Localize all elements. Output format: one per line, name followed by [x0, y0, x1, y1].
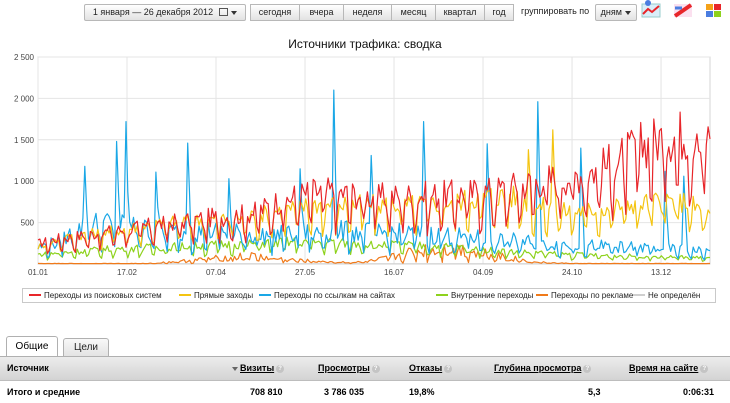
preset-today-button[interactable]: сегодня [250, 4, 300, 21]
preset-month-button[interactable]: месяц [391, 4, 436, 21]
legend-swatch [179, 293, 191, 296]
column-header-time[interactable]: Время на сайте? [629, 363, 709, 373]
legend-label: Переходы по ссылкам на сайтах [274, 291, 396, 300]
chevron-down-icon [231, 10, 238, 15]
legend-label: Прямые заходы [194, 291, 254, 300]
column-header-visits[interactable]: Визиты? [232, 363, 285, 373]
chart-type-icon[interactable] [640, 0, 662, 18]
series-line [37, 111, 711, 254]
export-icon[interactable] [703, 0, 725, 18]
legend-item-ads[interactable]: Переходы по рекламе [536, 289, 633, 302]
x-tick-label: 17.02 [117, 268, 138, 277]
legend-label: Переходы по рекламе [551, 291, 634, 300]
help-icon[interactable]: ? [276, 364, 285, 373]
chart-type-icon[interactable] [672, 0, 694, 18]
legend-swatch [436, 293, 448, 296]
legend-label: Переходы из поисковых систем [44, 291, 162, 300]
table-row: Итого и средние 708 810 3 786 035 19,8% … [0, 385, 730, 399]
preset-year-button[interactable]: год [484, 4, 514, 21]
x-tick-label: 13.12 [651, 268, 672, 277]
total-visits: 708 810 [250, 387, 283, 397]
x-tick-label: 07.04 [206, 268, 227, 277]
total-row-label: Итого и средние [7, 387, 81, 397]
legend-item-search[interactable]: Переходы из поисковых систем [29, 289, 162, 302]
y-tick-label: 2 000 [14, 94, 35, 103]
column-header-depth[interactable]: Глубина просмотра? [494, 363, 592, 373]
preset-quarter-button[interactable]: квартал [435, 4, 485, 21]
chevron-down-icon [625, 10, 632, 15]
tabs-divider [0, 356, 730, 357]
x-tick-label: 16.07 [384, 268, 405, 277]
help-icon[interactable]: ? [444, 364, 453, 373]
help-icon[interactable]: ? [700, 364, 709, 373]
y-tick-label: 1 000 [14, 177, 35, 186]
total-depth: 5,3 [588, 387, 601, 397]
group-by-select[interactable]: дням [595, 4, 637, 21]
sort-desc-icon [232, 366, 238, 371]
calendar-icon [218, 7, 228, 16]
legend-label: Не определён [648, 291, 701, 300]
column-header-depth-label[interactable]: Глубина просмотра [494, 363, 582, 373]
series-line [37, 244, 710, 265]
legend-item-undefined[interactable]: Не определён [633, 289, 700, 302]
legend-item-links[interactable]: Переходы по ссылкам на сайтах [259, 289, 395, 302]
legend-swatch [259, 293, 271, 296]
x-tick-label: 24.10 [562, 268, 583, 277]
group-by-value: дням [600, 7, 622, 17]
column-header-time-label[interactable]: Время на сайте [629, 363, 699, 373]
group-by-label: группировать по [521, 6, 590, 16]
x-tick-label: 04.09 [473, 268, 494, 277]
total-bounces: 19,8% [409, 387, 435, 397]
total-pageviews: 3 786 035 [324, 387, 365, 397]
legend-label: Внутренние переходы [451, 291, 534, 300]
column-header-bounces-label[interactable]: Отказы [409, 363, 443, 373]
date-range-label: 1 января — 26 декабря 2012 [92, 7, 214, 17]
column-header-pageviews[interactable]: Просмотры? [318, 363, 380, 373]
chart-legend: Переходы из поисковых систем Прямые захо… [22, 288, 716, 303]
legend-swatch [536, 293, 548, 296]
legend-item-direct[interactable]: Прямые заходы [179, 289, 253, 302]
series-line [37, 236, 710, 262]
preset-yesterday-button[interactable]: вчера [299, 4, 344, 21]
column-header-bounces[interactable]: Отказы? [409, 363, 453, 373]
tab-general[interactable]: Общие [6, 336, 58, 357]
column-header-source: Источник [7, 363, 49, 373]
y-tick-label: 2 500 [14, 53, 35, 62]
x-tick-label: 27.05 [295, 268, 316, 277]
legend-swatch [633, 293, 645, 296]
toolbar: 1 января — 26 декабря 2012 сегодня вчера… [0, 0, 730, 22]
y-tick-label: 500 [21, 219, 35, 228]
traffic-chart: 500 1 000 1 500 2 000 2 500 01.01 17.02 07.04 2… [14, 53, 711, 277]
tab-goals[interactable]: Цели [63, 338, 109, 356]
date-range-picker[interactable]: 1 января — 26 декабря 2012 [84, 4, 246, 21]
table-header: Источник Визиты? Просмотры? Отказы? Глуб… [0, 357, 730, 381]
column-header-pageviews-label[interactable]: Просмотры [318, 363, 370, 373]
total-time: 0:06:31 [683, 387, 715, 397]
legend-item-internal[interactable]: Внутренние переходы [436, 289, 533, 302]
legend-swatch [29, 293, 41, 296]
y-tick-label: 1 500 [14, 136, 35, 145]
x-tick-label: 01.01 [28, 268, 49, 277]
help-icon[interactable]: ? [583, 364, 592, 373]
column-header-visits-label[interactable]: Визиты [240, 363, 275, 373]
help-icon[interactable]: ? [371, 364, 380, 373]
chart-title: Источники трафика: сводка [288, 37, 442, 51]
